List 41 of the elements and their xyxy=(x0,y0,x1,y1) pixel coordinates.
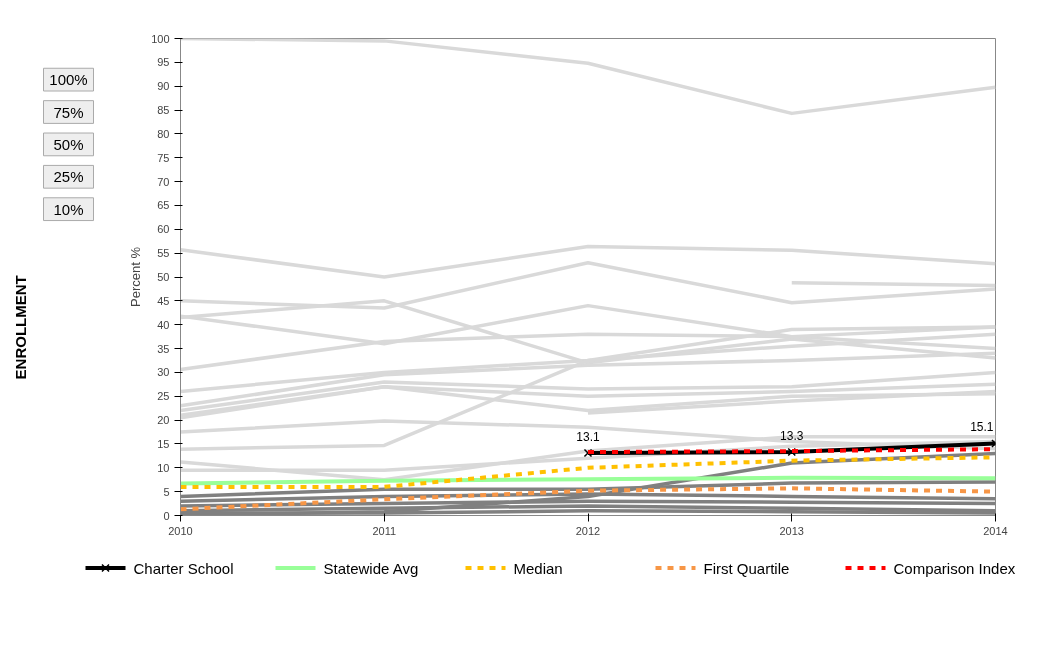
data-label: 15.1 xyxy=(970,420,994,435)
y-tick-label: 75 xyxy=(157,151,170,164)
y-tick-label: 15 xyxy=(157,437,170,450)
legend-label: Charter School xyxy=(133,559,234,577)
y-tick-label: 90 xyxy=(157,80,170,93)
x-tick-label: 2014 xyxy=(983,524,1008,537)
y-tick-label: 80 xyxy=(157,127,170,140)
y-tick-label: 25 xyxy=(157,390,170,403)
data-label: 13.3 xyxy=(780,429,804,444)
text: 50% xyxy=(53,135,84,153)
y-tick-label: 100 xyxy=(151,32,170,45)
text: 25% xyxy=(53,168,84,186)
data-label: 13.1 xyxy=(576,430,600,445)
y-tick-label: 55 xyxy=(157,247,170,260)
y-tick-label: 70 xyxy=(157,175,170,188)
text: 10% xyxy=(53,200,84,218)
x-tick-label: 2012 xyxy=(575,524,601,537)
y-tick-label: 35 xyxy=(157,342,170,355)
legend-label: Median xyxy=(513,559,563,577)
legend-label: First Quartile xyxy=(703,559,790,577)
text: 75% xyxy=(53,103,84,121)
y-tick-label: 20 xyxy=(157,414,170,427)
y-tick-label: 0 xyxy=(163,509,170,522)
y-tick-label: 65 xyxy=(157,199,170,212)
y-tick-label: 95 xyxy=(157,56,170,69)
x-tick-label: 2011 xyxy=(372,524,397,537)
legend-label: Comparison Index xyxy=(893,559,1016,577)
text: ENROLLMENT xyxy=(12,275,29,380)
x-tick-label: 2013 xyxy=(779,524,804,537)
y-tick-label: 5 xyxy=(163,485,170,498)
legend-label: Statewide Avg xyxy=(323,559,419,577)
y-tick-label: 45 xyxy=(157,294,170,307)
x-tick-label: 2010 xyxy=(168,524,193,537)
y-tick-label: 85 xyxy=(157,104,170,117)
y-tick-label: 60 xyxy=(157,223,170,236)
y-tick-label: 10 xyxy=(157,461,170,474)
y-tick-label: 40 xyxy=(157,318,170,331)
text: 100% xyxy=(49,71,88,89)
y-axis-title: Percent % xyxy=(128,246,144,307)
y-tick-label: 30 xyxy=(157,366,170,379)
y-tick-label: 50 xyxy=(157,271,170,283)
